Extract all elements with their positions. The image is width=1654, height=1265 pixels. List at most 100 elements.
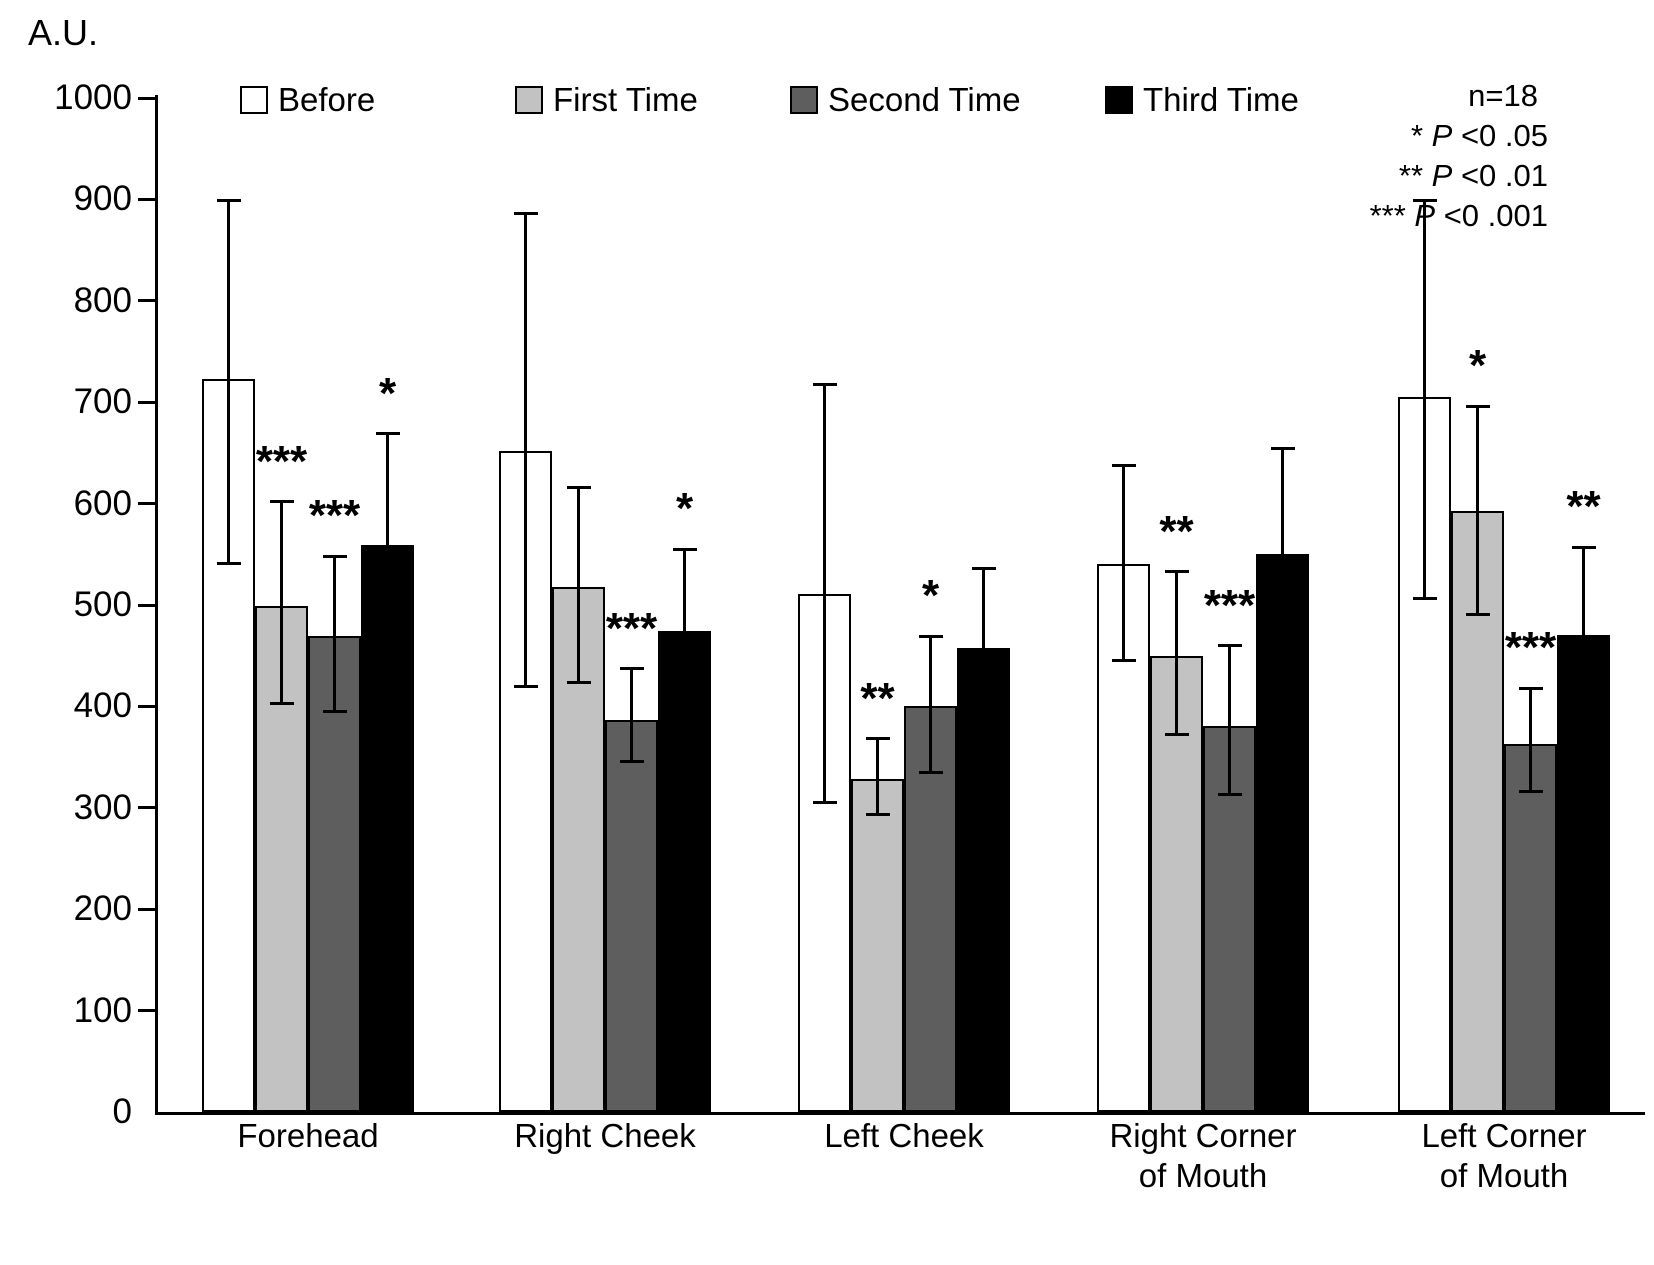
category-label: Left Cheek [824,1117,984,1154]
error-bar-cap [1518,686,1543,690]
error-bar [1476,406,1479,615]
error-bar [280,501,283,704]
error-bar [982,568,985,727]
error-bar-cap [918,634,943,638]
error-bar-cap [1465,404,1490,408]
error-bar [524,213,527,687]
error-bar [876,738,879,815]
error-bar-cap [1217,793,1242,797]
significance-marker: * [378,368,397,418]
error-bar-cap [375,432,400,436]
error-bar-cap [1518,790,1543,794]
legend-swatch-before [240,86,268,114]
error-bar-cap [1571,722,1596,726]
y-axis-tick-label: 800 [73,280,132,320]
y-axis-tick [138,603,155,607]
sample-size-label: n=18 [1468,78,1538,113]
error-bar [929,636,932,773]
y-axis-tick-label: 700 [73,382,132,422]
error-bar-cap [865,813,890,817]
y-axis-tick-label: 900 [73,179,132,219]
significance-marker: ** [1566,482,1601,532]
error-bar [630,668,633,762]
bar-second-time [605,719,658,1112]
significance-marker: * [1468,341,1487,391]
category-label: Right Corner of Mouth [1109,1117,1297,1194]
y-axis-tick-label: 600 [73,483,132,523]
p-value-line: *** P <0 .001 [1369,198,1548,233]
bar-first-time [851,779,904,1112]
error-bar [1175,571,1178,735]
y-axis-tick [138,1009,155,1013]
y-axis-tick [138,299,155,303]
error-bar-cap [322,709,347,713]
error-bar [823,384,826,803]
error-bar-cap [812,801,837,805]
error-bar-cap [513,212,538,216]
significance-note: n=18 * P <0 .05 ** P <0 .01 *** P <0 .00… [1370,76,1548,236]
error-bar [1228,645,1231,795]
y-axis [155,95,158,1115]
error-bar-cap [1111,463,1136,467]
error-bar-cap [566,680,591,684]
error-bar-cap [375,655,400,659]
p-value-line: * P <0 .05 [1410,118,1548,153]
error-bar-cap [918,770,943,774]
y-axis-tick-label: 400 [73,686,132,726]
error-bar-cap [1270,659,1295,663]
error-bar-cap [1465,612,1490,616]
y-axis-tick-label: 500 [73,585,132,624]
error-bar-cap [1412,198,1437,202]
significance-marker: * [675,484,694,534]
error-bar-cap [322,554,347,558]
error-bar-cap [672,711,697,715]
category-label: Right Cheek [514,1117,696,1154]
y-axis-tick [138,96,155,100]
error-bar-cap [216,561,241,565]
significance-marker: *** [308,491,361,541]
category-label: Forehead [237,1117,379,1154]
error-bar-cap [216,198,241,202]
significance-marker: * [921,571,940,621]
y-axis-tick-label: 200 [73,889,132,929]
error-bar-cap [1111,659,1136,663]
error-bar [1529,688,1532,792]
x-axis [155,1112,1645,1115]
error-bar [333,556,336,712]
y-axis-tick-label: 300 [73,787,132,827]
error-bar-cap [1164,733,1189,737]
legend-label: Third Time [1143,81,1299,118]
error-bar-cap [971,566,996,570]
error-bar [1281,448,1284,661]
error-bar [227,200,230,564]
y-axis-tick-label: 1000 [54,78,132,117]
error-bar [683,549,686,714]
error-bar-cap [619,667,644,671]
y-axis-tick-label: 0 [112,1092,132,1131]
error-bar-cap [269,500,294,504]
bar-second-time [904,706,957,1112]
category-label: Left Corner of Mouth [1421,1117,1587,1194]
legend-swatch-second-time [790,86,818,114]
y-axis-tick [138,806,155,810]
error-bar-cap [1412,597,1437,601]
error-bar-cap [672,547,697,551]
significance-marker: *** [605,603,658,653]
error-bar-cap [812,383,837,387]
legend-label: Before [278,81,376,118]
y-axis-tick [138,502,155,506]
error-bar-cap [619,759,644,763]
error-bar-cap [566,485,591,489]
error-bar-cap [513,684,538,688]
error-bar-cap [1270,447,1295,451]
error-bar-cap [1217,644,1242,648]
error-bar-cap [971,725,996,729]
y-axis-tick-label: 100 [73,990,132,1030]
y-axis-tick [138,907,155,911]
error-bar-cap [865,737,890,741]
error-bar [577,487,580,683]
significance-marker: *** [1504,623,1557,673]
legend-swatch-third-time [1105,86,1133,114]
significance-marker: *** [255,436,308,486]
error-bar [386,433,389,657]
